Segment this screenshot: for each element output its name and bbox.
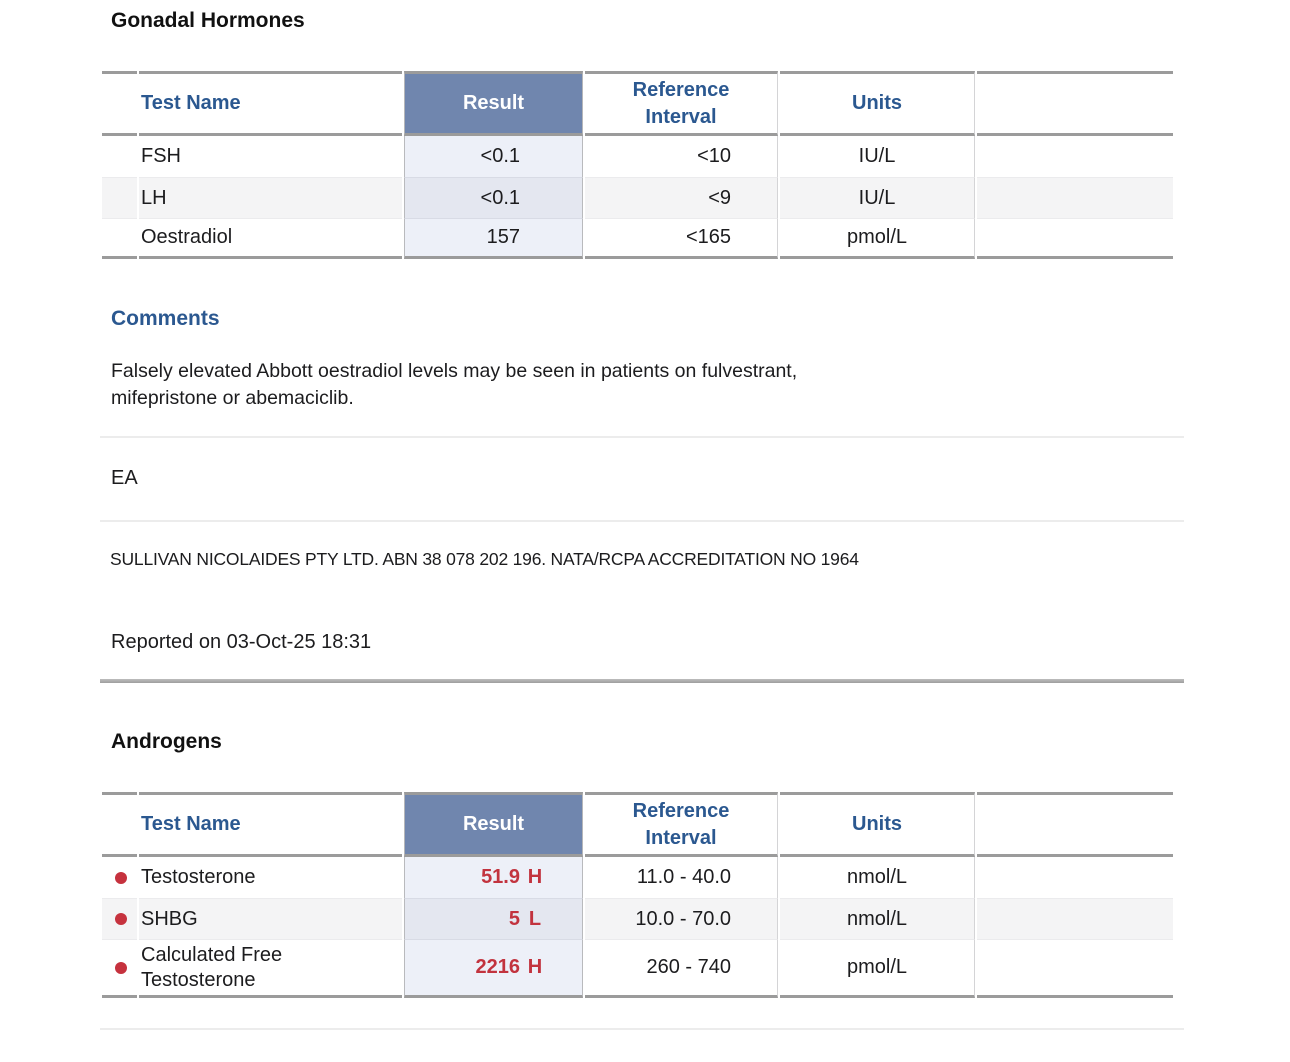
low-flag: L (528, 907, 542, 930)
units-cell: IU/L (780, 177, 975, 218)
test-name-cell: FSH (141, 145, 181, 167)
column-header-test-name: Test Name (139, 792, 402, 857)
test-name-cell: Testosterone (141, 866, 256, 888)
table-header-row: Test Name Result Reference Interval Unit… (102, 792, 1173, 857)
abnormal-dot-icon (115, 913, 127, 925)
units-cell: pmol/L (780, 939, 975, 998)
result-cell: <0.1 (404, 177, 583, 218)
result-cell: 157 (404, 218, 583, 259)
laboratory-accreditation-line: SULLIVAN NICOLAIDES PTY LTD. ABN 38 078 … (110, 549, 859, 569)
gonadal-hormones-table: Test Name Result Reference Interval Unit… (100, 71, 1175, 259)
test-name-cell: Oestradiol (139, 218, 402, 259)
high-flag: H (527, 866, 543, 888)
column-header-test-name: Test Name (139, 71, 402, 136)
test-name-cell: SHBG (139, 898, 402, 939)
section-title-androgens: Androgens (111, 730, 222, 753)
result-cell: 51.9 H (404, 857, 583, 898)
reference-interval-cell: 11.0 - 40.0 (585, 857, 778, 898)
section-gonadal-hormones: Gonadal Hormones Test Name Result Refere… (100, 8, 1290, 683)
reported-timestamp: Reported on 03-Oct-25 18:31 (111, 631, 372, 653)
empty-column-header (977, 71, 1173, 136)
reference-interval-cell: 10.0 - 70.0 (585, 898, 778, 939)
table-header-row: Test Name Result Reference Interval Unit… (102, 71, 1173, 136)
units-cell: nmol/L (780, 857, 975, 898)
result-cell: 2216 H (404, 939, 583, 998)
table-row-testosterone: Testosterone 51.9 H 11.0 - 40.0 nmol/L (102, 857, 1173, 898)
comments-title: Comments (111, 307, 220, 330)
abnormal-dot-icon (115, 871, 127, 884)
divider (100, 520, 1184, 522)
empty-column-header (977, 792, 1173, 857)
table-row-lh: LH <0.1 <9 IU/L (102, 177, 1173, 218)
test-name-cell: Calculated Free Testosterone (139, 939, 402, 998)
divider (100, 436, 1184, 438)
section-title-gonadal-hormones: Gonadal Hormones (111, 9, 305, 32)
divider (100, 1028, 1184, 1030)
units-cell: nmol/L (780, 898, 975, 939)
androgens-table: Test Name Result Reference Interval Unit… (100, 792, 1175, 998)
table-row-fsh: FSH <0.1 <10 IU/L (102, 136, 1173, 177)
section-androgens: Androgens Test Name Result Reference Int… (100, 729, 1290, 1030)
test-name-cell: LH (139, 177, 402, 218)
column-header-result: Result (404, 71, 583, 136)
abnormal-dot-icon (115, 961, 127, 974)
units-cell: IU/L (780, 136, 975, 177)
reference-interval-cell: <165 (585, 218, 778, 259)
reference-interval-cell: <10 (585, 136, 778, 177)
table-row-oestradiol: Oestradiol 157 <165 pmol/L (102, 218, 1173, 259)
indicator-column-header (102, 792, 137, 857)
column-header-reference-interval: Reference Interval (585, 71, 778, 136)
lab-report-page: Gonadal Hormones Test Name Result Refere… (100, 8, 1290, 1030)
indicator-column-header (102, 71, 137, 136)
units-cell: pmol/L (780, 218, 975, 259)
column-header-reference-interval: Reference Interval (585, 792, 778, 857)
high-flag: H (527, 956, 543, 978)
section-divider (100, 679, 1184, 683)
pathologist-initials: EA (111, 467, 138, 489)
result-cell: <0.1 (404, 136, 583, 177)
reference-interval-cell: <9 (585, 177, 778, 218)
column-header-units: Units (780, 792, 975, 857)
table-row-calculated-free-testosterone: Calculated Free Testosterone 2216 H 260 -… (102, 939, 1173, 998)
comments-text: Falsely elevated Abbott oestradiol level… (111, 360, 798, 409)
reference-interval-cell: 260 - 740 (585, 939, 778, 998)
column-header-units: Units (780, 71, 975, 136)
column-header-result: Result (404, 792, 583, 857)
